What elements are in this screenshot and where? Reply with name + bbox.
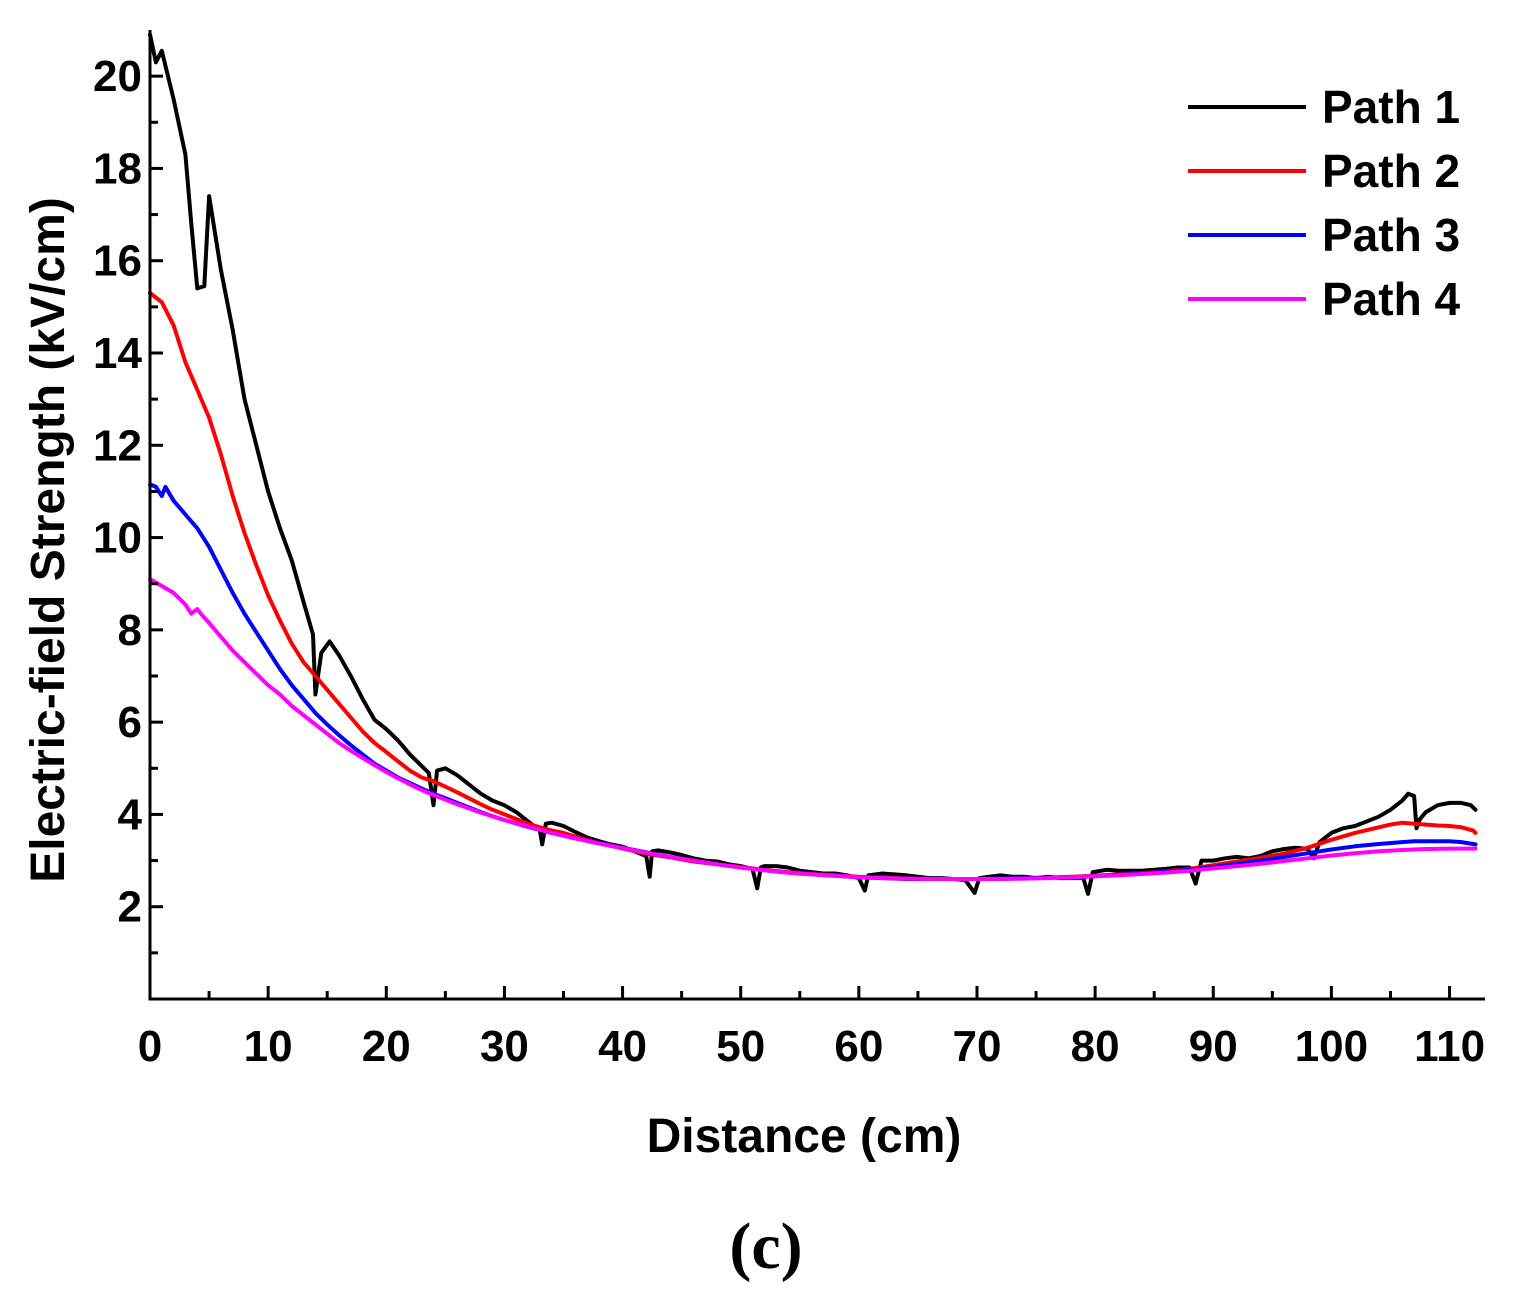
legend-label-3: Path 3 [1322,209,1460,261]
x-tick-label: 100 [1295,1022,1368,1071]
x-tick-label: 40 [598,1022,647,1071]
x-tick-label: 60 [834,1022,883,1071]
x-tick-label: 80 [1071,1022,1120,1071]
y-tick-label: 20 [93,52,142,101]
x-tick-label: 70 [953,1022,1002,1071]
x-tick-label: 30 [480,1022,529,1071]
x-axis-title: Distance (cm) [647,1110,962,1163]
y-tick-label: 18 [93,144,142,193]
y-tick-label: 10 [93,514,142,563]
legend-label-1: Path 1 [1322,81,1460,133]
panel-label: (c) [729,1210,802,1283]
series-line-path-4 [148,577,1478,881]
series-line-path-1 [148,32,1478,896]
y-tick-label: 6 [118,698,142,747]
x-tick-label: 20 [362,1022,411,1071]
x-tick-label: 50 [716,1022,765,1071]
series-line-path-2 [148,291,1478,881]
y-tick-label: 12 [93,421,142,470]
y-axis-title: Electric-field Strength (kV/cm) [22,197,75,882]
y-tick-label: 14 [93,329,142,378]
ticks-layer: 0 10 20 30 40 50 60 70 80 90 100 110 2 4 6 8 10 12 14 16 18 2… [93,52,1485,1071]
legend-label-2: Path 2 [1322,145,1460,197]
series-line-path-3 [148,482,1478,881]
series-layer [148,32,1478,896]
y-tick-label: 2 [118,883,142,932]
x-tick-label: 110 [1414,1022,1485,1071]
axes-layer [148,30,1485,1001]
y-tick-label: 8 [118,606,142,655]
y-tick-label: 16 [93,237,142,286]
legend: Path 1 Path 2 Path 3 Path 4 [1188,81,1460,325]
x-tick-label: 0 [138,1022,162,1071]
x-tick-label: 90 [1189,1022,1238,1071]
x-tick-label: 10 [244,1022,293,1071]
legend-label-4: Path 4 [1322,273,1460,325]
y-tick-label: 4 [118,790,143,839]
